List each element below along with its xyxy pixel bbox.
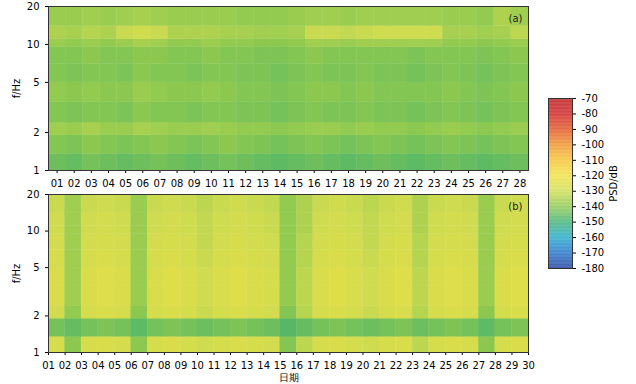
svg-text:25: 25 <box>462 178 475 188</box>
svg-text:20: 20 <box>376 178 389 188</box>
svg-text:04: 04 <box>102 178 115 188</box>
svg-text:20: 20 <box>357 360 370 371</box>
svg-text:19: 19 <box>359 178 372 188</box>
svg-text:17: 17 <box>307 360 320 371</box>
svg-text:-80: -80 <box>582 108 598 119</box>
svg-text:03: 03 <box>85 178 98 188</box>
svg-text:08: 08 <box>158 360 171 371</box>
svg-text:29: 29 <box>506 360 519 371</box>
svg-text:2: 2 <box>33 310 39 321</box>
svg-text:04: 04 <box>92 360 105 371</box>
svg-text:30: 30 <box>522 360 535 371</box>
svg-text:16: 16 <box>308 178 321 188</box>
svg-text:-180: -180 <box>582 263 605 274</box>
svg-text:13: 13 <box>256 178 269 188</box>
svg-text:-100: -100 <box>582 139 605 150</box>
svg-text:01: 01 <box>51 178 64 188</box>
svg-text:24: 24 <box>445 178 458 188</box>
svg-text:03: 03 <box>75 360 88 371</box>
svg-text:-70: -70 <box>582 93 598 104</box>
svg-text:12: 12 <box>239 178 252 188</box>
svg-text:5: 5 <box>33 262 39 273</box>
svg-text:-170: -170 <box>582 247 605 258</box>
svg-text:PSD/dB: PSD/dB <box>608 165 619 202</box>
svg-text:07: 07 <box>141 360 154 371</box>
svg-text:27: 27 <box>496 178 509 188</box>
svg-text:22: 22 <box>411 178 424 188</box>
svg-text:14: 14 <box>257 360 270 371</box>
svg-text:-90: -90 <box>582 124 598 135</box>
svg-text:28: 28 <box>514 178 527 188</box>
svg-text:02: 02 <box>68 178 81 188</box>
svg-text:10: 10 <box>191 360 204 371</box>
svg-text:21: 21 <box>394 178 407 188</box>
svg-text:05: 05 <box>108 360 121 371</box>
svg-text:22: 22 <box>390 360 403 371</box>
svg-text:-160: -160 <box>582 232 605 243</box>
svg-text:16: 16 <box>290 360 303 371</box>
svg-text:-140: -140 <box>582 201 605 212</box>
svg-text:23: 23 <box>406 360 419 371</box>
svg-text:-120: -120 <box>582 170 605 181</box>
svg-text:f/Hz: f/Hz <box>11 79 22 99</box>
svg-text:09: 09 <box>175 360 188 371</box>
svg-text:10: 10 <box>27 39 40 50</box>
svg-text:24: 24 <box>423 360 436 371</box>
svg-text:18: 18 <box>324 360 337 371</box>
svg-text:01: 01 <box>42 360 55 371</box>
svg-text:(a): (a) <box>509 13 523 24</box>
svg-text:13: 13 <box>241 360 254 371</box>
svg-text:28: 28 <box>489 360 502 371</box>
svg-text:15: 15 <box>274 360 287 371</box>
svg-text:12: 12 <box>224 360 237 371</box>
svg-text:5: 5 <box>33 77 39 88</box>
svg-text:02: 02 <box>59 360 72 371</box>
svg-text:20: 20 <box>27 1 40 12</box>
svg-text:27: 27 <box>472 360 485 371</box>
svg-text:19: 19 <box>340 360 353 371</box>
svg-text:06: 06 <box>125 360 138 371</box>
svg-text:21: 21 <box>373 360 386 371</box>
svg-text:23: 23 <box>428 178 441 188</box>
svg-text:f/Hz: f/Hz <box>11 264 22 284</box>
svg-text:10: 10 <box>205 178 218 188</box>
svg-text:日期: 日期 <box>279 372 299 383</box>
svg-text:-130: -130 <box>582 185 605 196</box>
svg-text:18: 18 <box>342 178 355 188</box>
svg-text:(b): (b) <box>508 201 522 212</box>
svg-text:1: 1 <box>33 347 39 358</box>
svg-text:09: 09 <box>188 178 201 188</box>
svg-text:06: 06 <box>136 178 149 188</box>
svg-text:15: 15 <box>291 178 304 188</box>
svg-text:-110: -110 <box>582 155 605 166</box>
svg-text:08: 08 <box>171 178 184 188</box>
svg-text:1: 1 <box>33 165 39 176</box>
svg-text:07: 07 <box>154 178 167 188</box>
svg-text:11: 11 <box>222 178 235 188</box>
svg-text:26: 26 <box>479 178 492 188</box>
svg-text:11: 11 <box>208 360 221 371</box>
svg-text:25: 25 <box>439 360 452 371</box>
svg-text:10: 10 <box>27 225 40 236</box>
svg-text:05: 05 <box>119 178 132 188</box>
svg-text:14: 14 <box>274 178 287 188</box>
svg-text:2: 2 <box>33 127 39 138</box>
svg-text:-150: -150 <box>582 216 605 227</box>
svg-text:20: 20 <box>27 189 40 200</box>
svg-text:17: 17 <box>325 178 338 188</box>
svg-text:26: 26 <box>456 360 469 371</box>
